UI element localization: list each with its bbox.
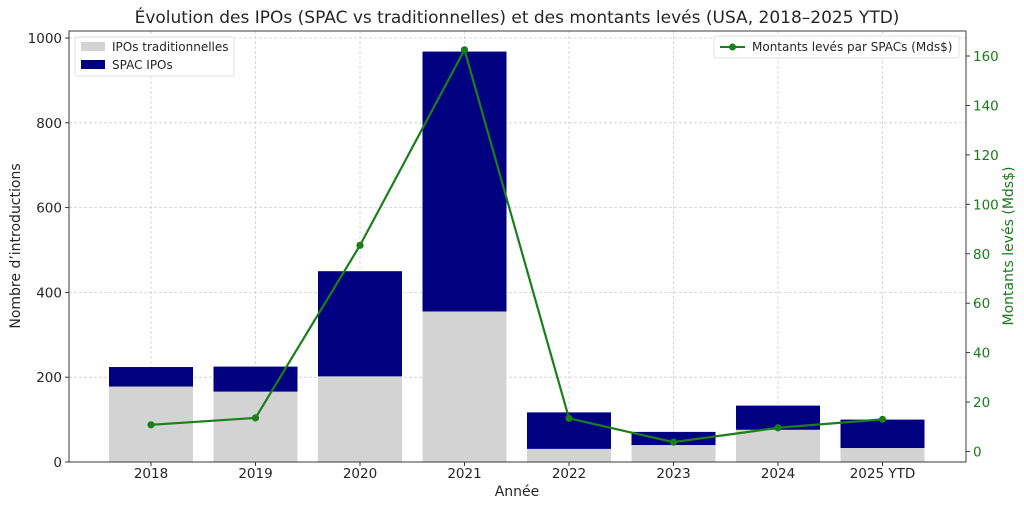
bar-traditional-7 [840,448,925,462]
bar-spac-0 [109,367,193,387]
y-right-tick-label-120: 120 [973,148,999,164]
bars [109,51,925,462]
bar-traditional-5 [631,445,716,462]
y-right-ticks: 0 20 40 60 80 100 120 140 160 [966,49,999,461]
bar-spac-7 [840,419,925,449]
y-tick-label-600: 600 [36,201,62,217]
bar-traditional-2 [318,376,402,462]
bar-traditional-1 [213,391,298,462]
bar-traditional-3 [422,311,507,462]
y-right-tick-label-20: 20 [973,395,990,411]
y-right-tick-label-40: 40 [973,346,990,362]
point-spac-amount-6 [774,424,782,432]
bar-traditional-4 [527,448,611,462]
point-spac-amount-5 [669,438,678,446]
chart-title: Évolution des IPOs (SPAC vs traditionnel… [135,6,900,28]
legend-right: Montants levés par SPACs (Mds$) [713,35,960,59]
plot-frame [68,30,967,463]
y-right-tick-label-80: 80 [973,247,990,263]
line-series [147,46,887,446]
x-tick-label-5: 2023 [656,466,690,482]
line-spac-amount [150,46,883,444]
x-tick-label-4: 2022 [552,466,586,482]
x-tick-label-3: 2021 [447,466,481,482]
x-tick-label-2: 2020 [343,466,377,482]
x-tick-label-6: 2024 [761,466,795,482]
x-tick-label-7: 2025 YTD [850,466,916,482]
bar-spac-5 [631,431,716,446]
point-spac-amount-2 [356,241,364,249]
legend-swatch-spac [81,60,105,69]
point-spac-amount-0 [147,421,155,429]
y-right-tick-label-100: 100 [973,197,999,213]
point-spac-amount-4 [565,414,573,422]
legend-label-spac-amount: Montants levés par SPACs (Mds$) [752,40,952,54]
y-right-tick-label-160: 160 [973,49,999,65]
y-axis-label: Nombre d’introductions [8,163,24,328]
legend-swatch-traditional [81,42,105,51]
bar-spac-3 [422,51,507,312]
x-tick-label-1: 2019 [238,466,272,482]
x-ticks: 2018 2019 2020 2021 2022 2023 2024 2025 YTD [134,462,915,482]
point-spac-amount-1 [251,414,260,422]
grid [69,31,966,463]
point-spac-amount-3 [460,46,469,54]
legend-label-spac: SPAC IPOs [112,58,173,72]
y-tick-label-800: 800 [36,116,62,132]
point-spac-amount-7 [878,415,887,423]
legend-label-traditional: IPOs traditionnelles [112,40,229,54]
legend-left: IPOs traditionnelles SPAC IPOs [74,36,235,77]
y-tick-label-200: 200 [36,370,62,386]
y-right-tick-label-60: 60 [973,296,990,312]
y-tick-label-0: 0 [53,455,62,471]
x-tick-label-0: 2018 [134,466,168,482]
bar-spac-2 [318,271,402,377]
y-ticks: 0 200 400 600 800 1000 [28,31,69,471]
legend-marker-spac-amount [729,43,736,51]
x-axis-label: Année [495,484,540,500]
y-right-tick-label-0: 0 [973,445,982,461]
y-tick-label-400: 400 [36,285,62,301]
bar-traditional-6 [736,429,820,462]
y-right-tick-label-140: 140 [973,98,999,114]
y-tick-label-1000: 1000 [28,31,62,47]
y-right-axis-label: Montants levés (Mds$) [1001,167,1017,326]
